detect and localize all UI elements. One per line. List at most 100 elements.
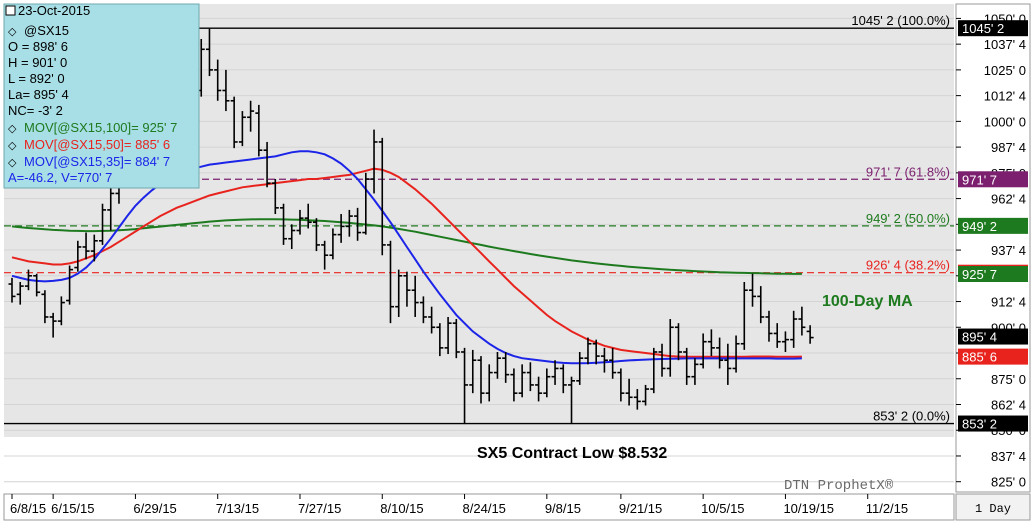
ohlc-bar <box>444 316 452 355</box>
ohlc-bar <box>16 281 24 305</box>
y-tick-label: 1000' 0 <box>984 114 1026 129</box>
ohlc-bar <box>543 368 551 398</box>
ma100-annotation: 100-Day MA <box>822 293 913 310</box>
fib-label: 1045' 2 (100.0%) <box>851 13 950 28</box>
ohlc-bar <box>428 306 436 334</box>
ohlc-bar <box>74 240 82 272</box>
ohlc-bar <box>345 209 353 237</box>
ohlc-bar <box>312 218 320 252</box>
ohlc-bar <box>642 384 650 406</box>
ohlc-bar <box>502 351 510 383</box>
ohlc-bar <box>41 290 49 324</box>
price-tag-label: 949' 2 <box>962 219 997 234</box>
y-tick-label: 1012' 4 <box>984 89 1026 104</box>
ohlc-bar <box>559 364 567 394</box>
ohlc-bar <box>82 232 90 260</box>
ohlc-bar <box>493 351 501 379</box>
ohlc-bar <box>592 339 600 365</box>
fib-label: 926' 4 (38.2%) <box>866 258 950 273</box>
info-date: 23-Oct-2015 <box>18 3 90 18</box>
price-tag-label: 895' 4 <box>962 330 997 345</box>
ohlc-bar <box>66 265 74 305</box>
x-tick-label: 6/8/15 <box>10 501 46 516</box>
ohlc-bar <box>263 141 271 188</box>
ohlc-bar <box>765 310 773 342</box>
ohlc-bar <box>354 207 362 241</box>
ohlc-bar <box>633 389 641 410</box>
ohlc-bar <box>477 356 485 404</box>
ohlc-bar <box>205 28 213 77</box>
price-axis-panel <box>955 3 1031 493</box>
price-tag-bg <box>958 171 1028 188</box>
ohlc-bar <box>378 137 386 256</box>
price-tag-bg <box>958 415 1028 432</box>
ma100-line <box>11 218 802 275</box>
contract-low-annotation: SX5 Contract Low $8.532 <box>477 445 667 462</box>
ohlc-bar <box>707 329 715 357</box>
ohlc-bar <box>691 358 699 385</box>
ohlc-bar <box>370 129 378 194</box>
diamond-icon: ◇ <box>8 157 17 169</box>
info-high: H = 901' 0 <box>8 55 67 70</box>
diamond-icon: ◇ <box>8 123 17 135</box>
ohlc-bar <box>49 312 57 338</box>
info-ma35: MOV[@SX15,35]= 884' 7 <box>24 154 170 169</box>
info-box-close-icon[interactable] <box>5 5 16 16</box>
ohlc-bar <box>674 323 682 361</box>
ohlc-bar <box>740 281 748 350</box>
ohlc-bar <box>658 343 666 377</box>
ohlc-bar <box>247 100 255 132</box>
x-tick-label: 11/2/15 <box>866 501 908 516</box>
info-last: La= 895' 4 <box>8 87 69 102</box>
x-tick-label: 8/10/15 <box>380 501 423 516</box>
info-symbol: @SX15 <box>24 23 69 38</box>
fib-label: 971' 7 (61.8%) <box>866 164 950 179</box>
x-tick-label: 6/15/15 <box>51 501 94 516</box>
info-box-bg <box>3 3 200 189</box>
watermark: DTN ProphetX® <box>784 478 894 494</box>
x-tick-label: 9/8/15 <box>545 501 581 516</box>
ohlc-bar <box>271 179 279 215</box>
x-tick-label: 7/27/15 <box>298 501 341 516</box>
ohlc-bar <box>238 111 246 147</box>
x-tick-label: 8/24/15 <box>463 501 506 516</box>
y-tick-label: 912' 4 <box>991 295 1026 310</box>
x-tick-label: 7/13/15 <box>216 501 259 516</box>
price-tag-label: 1045' 2 <box>962 21 1004 36</box>
diamond-icon: ◇ <box>8 140 17 152</box>
ohlc-bar <box>790 310 798 348</box>
fib-label: 949' 2 (50.0%) <box>866 211 950 226</box>
x-tick-label: 10/5/15 <box>701 501 744 516</box>
ohlc-bar <box>214 59 222 101</box>
below-low-region <box>4 437 954 492</box>
ohlc-bar <box>469 349 477 394</box>
interval-panel[interactable] <box>955 493 1031 521</box>
price-tag-bg <box>958 265 1028 282</box>
ohlc-bar <box>625 378 633 406</box>
info-box[interactable]: 23-Oct-2015 ◇ @SX15 O = 898' 6 H = 901' … <box>3 3 200 189</box>
info-ma50: MOV[@SX15,50]= 885' 6 <box>24 137 170 152</box>
ohlc-bar <box>99 203 107 245</box>
price-tag-bg <box>958 20 1028 37</box>
ohlc-bar <box>699 333 707 369</box>
price-tag-bg <box>958 328 1028 345</box>
ohlc-bar <box>461 347 469 425</box>
ohlc-bar <box>8 277 16 303</box>
ohlc-bar <box>485 364 493 402</box>
ohlc-bar <box>757 286 765 324</box>
ohlc-bar <box>798 306 806 336</box>
ohlc-bar <box>222 69 230 112</box>
ohlc-bar <box>255 104 263 157</box>
ohlc-bar <box>773 323 781 348</box>
x-tick-label: 6/29/15 <box>133 501 176 516</box>
ohlc-bar <box>510 368 518 402</box>
time-axis-ticks: 6/8/15 6/15/15 6/29/15 7/13/15 7/27/15 8/10/1… <box>10 494 908 516</box>
info-net-change: NC= -3' 2 <box>8 103 63 118</box>
price-tag-bg <box>958 348 1028 365</box>
price-tag-label: 971' 7 <box>962 172 997 187</box>
price-tag-label: 853' 2 <box>962 417 997 432</box>
ohlc-bar <box>57 296 65 326</box>
ohlc-bar <box>732 335 740 373</box>
ohlc-bar <box>551 360 559 385</box>
ohlc-bar <box>304 203 312 229</box>
